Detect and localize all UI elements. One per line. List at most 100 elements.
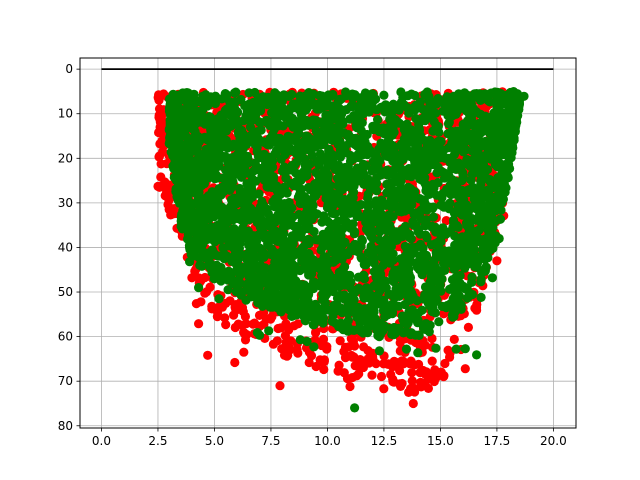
scatter-point [364,221,374,231]
scatter-point [396,229,406,239]
scatter-point [365,96,375,106]
scatter-point [476,198,486,208]
scatter-point [409,210,419,220]
scatter-point [411,337,421,348]
scatter-point [201,90,211,100]
scatter-point [462,221,472,231]
scatter-point [171,187,181,197]
scatter-point [510,109,520,119]
x-tick-label: 5.0 [205,434,224,448]
scatter-point [479,123,489,133]
scatter-point [389,322,399,333]
scatter-point [216,190,226,200]
scatter-point [447,132,457,142]
scatter-point [412,257,422,268]
scatter-point [350,341,360,351]
y-tick-label: 60 [58,330,73,344]
scatter-point [402,119,412,129]
scatter-point [461,145,471,155]
scatter-point [403,182,413,192]
scatter-point [458,282,468,292]
scatter-point [284,342,294,352]
scatter-point [259,137,269,147]
scatter-point [278,121,288,131]
scatter-point [201,174,211,184]
scatter-point [474,211,484,221]
scatter-point [224,107,234,117]
scatter-point [379,384,389,394]
scatter-point [504,90,514,100]
scatter-point [368,352,378,362]
scatter-point [443,201,453,211]
scatter-point [359,304,370,314]
scatter-point [216,212,227,222]
scatter-point [272,236,283,246]
scatter-point [376,273,386,283]
scatter-point [214,151,224,161]
scatter-point [272,196,282,206]
scatter-point [281,173,291,183]
scatter-point [297,149,307,159]
scatter-point [386,182,396,192]
scatter-point [476,292,486,302]
scatter-point [338,239,348,250]
scatter-point [339,166,349,176]
scatter-point [347,102,357,112]
scatter-point [367,370,377,380]
scatter-point [280,287,290,297]
scatter-point [452,220,462,231]
scatter-point [311,168,321,178]
scatter-point [287,203,297,213]
scatter-point [321,156,331,166]
scatter-point [276,323,286,333]
scatter-point [435,153,445,163]
scatter-point [193,183,203,193]
scatter-point [331,318,341,328]
scatter-point [403,148,413,158]
scatter-point [270,217,280,227]
scatter-point [217,202,227,212]
scatter-point [351,177,361,187]
scatter-point [399,134,409,144]
scatter-point [478,115,488,125]
scatter-point [362,200,372,210]
scatter-point [460,364,470,374]
scatter-point [304,267,314,277]
scatter-point [472,350,482,360]
scatter-point [216,262,226,273]
x-tick-label: 12.5 [371,434,398,448]
scatter-point [233,319,243,329]
scatter-point [200,288,210,298]
scatter-point [355,355,365,365]
scatter-point [330,219,340,229]
scatter-point [207,267,217,277]
scatter-point [430,97,440,107]
scatter-point [298,243,308,253]
scatter-point [453,238,463,248]
scatter-point [225,166,235,176]
scatter-point [200,132,210,142]
y-tick-label: 20 [58,151,73,165]
scatter-point [443,119,454,129]
scatter-point [192,233,202,243]
scatter-point [311,361,321,372]
scatter-point [309,227,319,237]
scatter-point [372,178,382,188]
scatter-point [194,283,204,293]
x-tick-label: 20.0 [540,434,567,448]
scatter-point [362,291,372,301]
scatter-point [300,171,311,181]
scatter-point [225,142,235,152]
scatter-point [359,274,370,284]
scatter-point [231,97,241,107]
scatter-point [463,322,473,332]
y-tick-label: 80 [58,419,73,433]
scatter-point [407,376,417,386]
scatter-point [420,89,430,100]
scatter-point [346,334,356,344]
scatter-point [318,229,328,239]
scatter-point [154,90,164,100]
scatter-point [492,98,502,109]
scatter-point [432,190,442,200]
scatter-point [303,218,313,228]
